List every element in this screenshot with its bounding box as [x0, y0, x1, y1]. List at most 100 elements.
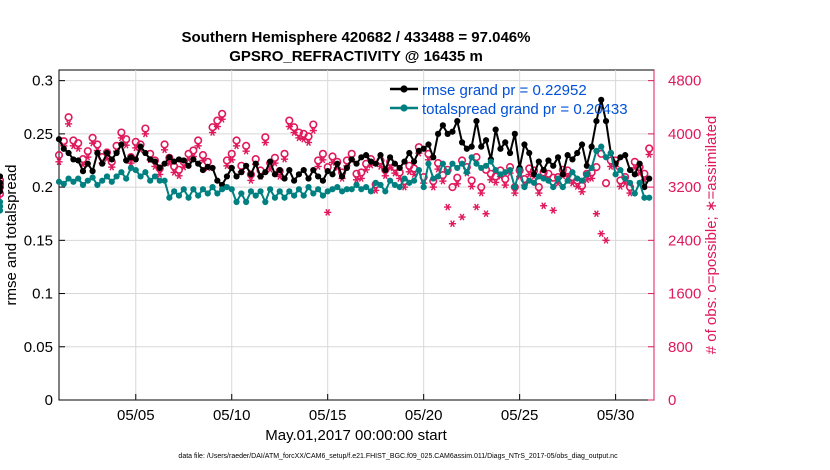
possible-obs-point — [194, 136, 203, 145]
assimilated-obs-point — [213, 123, 221, 131]
assimilated-obs-point — [117, 134, 125, 142]
totalspread-point — [65, 175, 72, 182]
rmse-point — [377, 152, 384, 159]
rmse-point — [622, 152, 629, 159]
rmse-point — [195, 160, 202, 167]
rmse-point — [79, 168, 87, 175]
rmse-point — [70, 156, 77, 163]
possible-obs-point — [285, 116, 294, 125]
totalspread-point — [425, 160, 432, 167]
totalspread-point — [300, 192, 307, 199]
rmse-point — [415, 147, 422, 155]
totalspread-point — [535, 173, 542, 180]
legend-rmse-marker — [400, 85, 408, 93]
totalspread-point — [84, 177, 91, 184]
rmse-point — [99, 160, 106, 167]
y2-tick-label: 1600 — [668, 286, 701, 303]
x-axis-label: May.01,2017 00:00:00 start — [265, 427, 447, 444]
totalspread-point — [190, 186, 197, 193]
rmse-point — [386, 154, 394, 161]
assimilated-obs-point — [199, 157, 207, 164]
totalspread-point — [410, 177, 418, 184]
rmse-point — [598, 96, 605, 103]
rmse-point — [406, 149, 413, 157]
rmse-point — [574, 149, 581, 157]
rmse-point — [636, 160, 643, 167]
assimilated-obs-point — [319, 156, 327, 164]
chart-subtitle: GPSRO_REFRACTIVITY @ 16435 m — [229, 48, 483, 65]
assimilated-obs-point — [429, 183, 437, 191]
possible-obs-point — [83, 147, 92, 156]
totalspread-point — [147, 177, 154, 184]
rmse-point — [329, 171, 336, 178]
assimilated-obs-point — [208, 129, 217, 137]
rmse-point — [430, 154, 437, 161]
rmse-point — [300, 166, 307, 174]
rmse-point — [151, 158, 159, 165]
rmse-point — [468, 143, 475, 150]
rmse-point — [617, 154, 624, 161]
totalspread-point — [209, 183, 216, 191]
possible-obs-point — [477, 182, 486, 192]
rmse-point — [372, 160, 379, 167]
totalspread-point — [646, 194, 653, 201]
assimilated-obs-point — [261, 139, 269, 146]
rmse-point — [60, 145, 67, 152]
rmse-point — [209, 164, 216, 172]
totalspread-point — [598, 143, 605, 150]
rmse-point — [75, 157, 82, 164]
rmse-point — [257, 173, 264, 180]
rmse-point — [223, 173, 231, 180]
rmse-point — [588, 143, 595, 150]
rmse-point — [147, 156, 154, 163]
rmse-point — [410, 158, 418, 165]
rmse-point — [454, 117, 461, 125]
totalspread-point — [305, 183, 312, 191]
y-tick-label: 0 — [45, 392, 53, 409]
rmse-point — [214, 177, 221, 184]
rmse-point — [271, 171, 279, 178]
assimilated-obs-point — [160, 146, 169, 154]
totalspread-point — [439, 160, 446, 167]
totalspread-point — [89, 174, 96, 181]
totalspread-point — [511, 183, 518, 191]
assimilated-obs-point — [511, 189, 519, 197]
assimilated-obs-point — [492, 178, 500, 186]
assimilated-obs-point — [175, 172, 183, 180]
totalspread-point — [420, 183, 427, 191]
totalspread-point — [123, 175, 130, 182]
totalspread-point — [554, 175, 562, 182]
totalspread-point — [545, 177, 552, 184]
y-axis-label: rmse and totalspread — [3, 165, 20, 306]
totalspread-point — [602, 154, 610, 161]
totalspread-point — [291, 192, 298, 199]
assimilated-obs-point — [573, 182, 581, 190]
possible-obs-point — [64, 113, 73, 122]
rmse-point — [190, 156, 197, 163]
rmse-point — [482, 137, 490, 144]
rmse-point — [252, 160, 259, 167]
rmse-point — [247, 171, 255, 178]
assimilated-obs-point — [247, 176, 255, 184]
totalspread-point — [487, 158, 494, 165]
assimilated-obs-point — [194, 142, 202, 150]
rmse-point — [545, 157, 552, 164]
rmse-point — [434, 130, 442, 137]
totalspread-point — [103, 173, 111, 180]
rmse-point — [444, 130, 451, 137]
assimilated-obs-point — [285, 123, 293, 131]
assimilated-obs-point — [228, 156, 236, 164]
left-axis-ticks: 0 0.05 0.1 0.15 0.2 0.25 0.3 — [24, 73, 65, 409]
totalspread-point — [75, 175, 82, 182]
totalspread-point — [118, 169, 125, 176]
rmse-point — [367, 158, 374, 165]
rmse-point — [267, 158, 274, 165]
assimilated-obs-point — [352, 176, 361, 184]
rmse-point — [569, 156, 576, 163]
rmse-point — [228, 164, 235, 172]
rmse-point — [166, 154, 173, 161]
assimilated-obs-point — [300, 135, 308, 143]
rmse-point — [540, 166, 547, 174]
x-tick-label: 05/10 — [213, 407, 251, 424]
